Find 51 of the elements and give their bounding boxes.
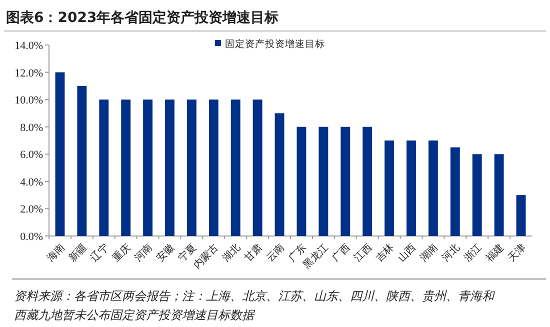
x-tick-label: 广西 (330, 242, 353, 264)
bar (340, 126, 350, 236)
bar (99, 100, 109, 236)
x-tick-label: 新疆 (66, 242, 90, 264)
bar (384, 140, 394, 236)
y-tick-label: 4.0% (20, 176, 43, 188)
x-tick-label: 辽宁 (88, 242, 112, 264)
bar (406, 140, 416, 236)
chart-title: 图表6：2023年各省固定资产投资增速目标 (6, 9, 279, 26)
y-tick-label: 10.0% (14, 94, 43, 107)
bar (186, 100, 196, 236)
y-tick-label: 14.0% (14, 40, 43, 52)
bar (296, 126, 306, 236)
x-tick-label: 重庆 (110, 242, 133, 264)
bar (230, 100, 240, 236)
x-tick-label: 湖南 (418, 242, 440, 264)
bar (362, 126, 372, 236)
bar (121, 100, 131, 236)
text: 资料来源：各省市区两会报告；注：上海、北京、江苏、山东、四川、陕西、贵州、青海和西藏九地暂未公布固定资产投资增速目标数据 (14, 289, 496, 322)
bar (208, 100, 218, 236)
y-tick-label: 2.0% (20, 204, 43, 216)
x-tick-label: 云南 (264, 242, 287, 264)
y-tick-label: 0.0% (20, 231, 43, 243)
bar (274, 113, 284, 236)
bar (318, 126, 328, 236)
x-tick-label: 甘肃 (242, 242, 265, 264)
x-tick-label: 天津 (506, 242, 528, 264)
bar (77, 86, 87, 236)
x-tick-label: 山西 (396, 242, 418, 264)
bar (55, 72, 65, 236)
y-tick-label: 8.0% (20, 122, 43, 134)
bar (252, 100, 262, 236)
y-tick-label: 12.0% (14, 67, 43, 80)
x-tick-label: 海南 (44, 242, 68, 264)
bar (450, 147, 460, 236)
x-tick-label: 江西 (352, 242, 374, 264)
x-tick-label: 湖北 (220, 242, 243, 264)
x-tick-label: 吉林 (374, 242, 396, 264)
x-tick-label: 浙江 (462, 242, 484, 264)
x-tick-label: 安徽 (154, 242, 177, 264)
bar (494, 154, 504, 236)
x-tick-label: 河北 (440, 242, 462, 264)
bar (516, 195, 526, 236)
y-tick-label: 6.0% (20, 149, 43, 162)
bar (143, 100, 153, 236)
x-tick-label: 福建 (484, 242, 506, 264)
x-tick-label: 河南 (132, 242, 155, 264)
bar (165, 100, 174, 236)
bar (428, 140, 438, 236)
legend-label: 固定资产投资增速目标 (225, 38, 325, 50)
bar (472, 154, 482, 236)
